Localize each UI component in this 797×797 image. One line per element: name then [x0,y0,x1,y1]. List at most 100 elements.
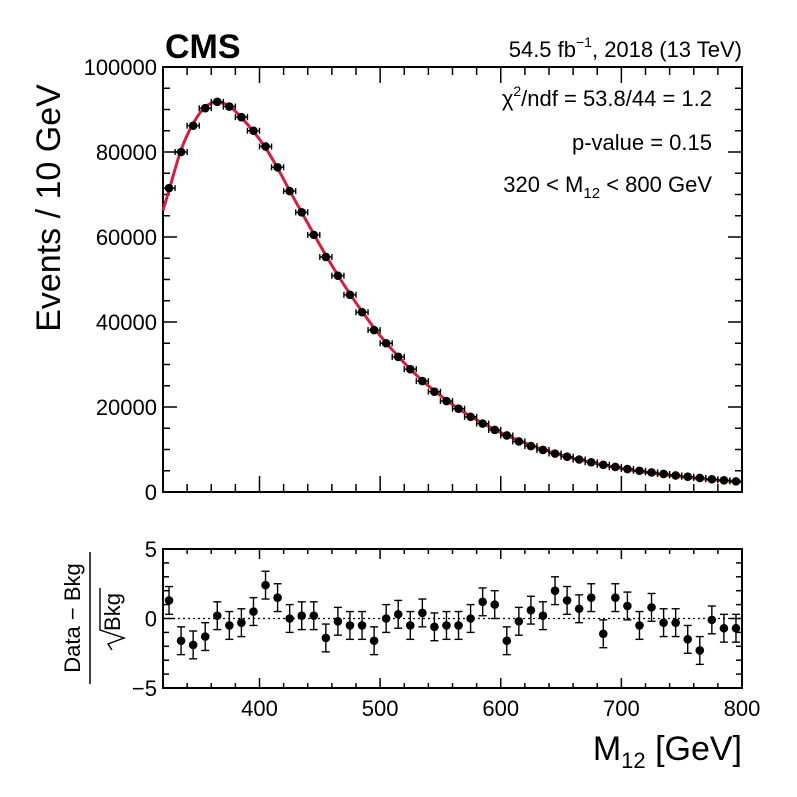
pull-point [647,603,656,612]
pull-point [671,618,680,627]
data-point [562,452,572,462]
pull-point [188,640,198,650]
data-point [405,364,415,374]
pull-point [562,596,572,605]
lower-y-tick-label: −5 [132,676,157,701]
experiment-label: CMS [165,28,241,66]
pull-point [731,623,741,633]
pull-point [466,614,475,623]
pull-point [164,596,174,605]
upper-y-tick-label: 0 [145,480,157,505]
data-point [598,460,608,470]
lower-y-tick-label: 0 [145,607,157,632]
data-point [659,469,668,479]
pull-point [598,629,608,639]
pull-point [719,623,729,633]
data-point [635,466,644,476]
lumi-label: 54.5 fb−1, 2018 (13 TeV) [509,34,742,62]
pull-point [707,615,717,625]
pull-point [502,636,512,646]
lower-y-label-denominator: Bkg [100,593,125,631]
data-point [297,208,307,217]
mass-range-label: 320 < M12 < 800 GeV [503,172,712,202]
pull-point [659,618,668,627]
upper-y-tick-label: 100000 [84,55,157,80]
pull-point [526,605,536,615]
upper-x-axis-ticks [162,67,743,492]
data-point [707,474,717,484]
pull-point [574,604,584,614]
lower-y-axis: −5 0 5 [132,537,742,701]
pull-point [297,611,307,621]
data-point [550,449,560,458]
pull-point [285,614,294,623]
data-point [695,473,705,483]
pull-point [261,580,270,590]
upper-y-tick-label: 60000 [96,225,157,250]
data-point [200,103,210,113]
data-point [466,412,475,422]
upper-y-tick-label: 80000 [96,140,157,165]
x-tick-label: 700 [603,696,640,721]
data-point [671,471,680,480]
pvalue-label: p-value = 0.15 [572,130,712,155]
data-point [369,325,379,335]
data-point [212,97,222,107]
data-point [285,186,294,196]
data-point [586,457,596,467]
data-point [261,142,270,151]
pull-point [418,608,427,618]
data-point [188,121,198,130]
lower-y-label: Data − Bkg Bkg [60,552,127,684]
data-points [162,97,743,486]
data-point [418,376,427,386]
data-point [647,468,656,477]
data-point [526,441,536,451]
pull-point [212,611,222,621]
pull-point [393,610,403,619]
data-point [478,419,487,428]
data-point [249,126,258,136]
data-point [731,477,741,486]
x-tick-label: 400 [241,696,278,721]
sqrt-icon [99,588,127,651]
upper-panel: 0 20000 40000 60000 80000 100000 χ2/ndf = 53.… [30,55,743,505]
data-point [514,437,524,446]
lower-y-tick-label: 5 [145,537,157,562]
pull-point [321,633,331,643]
pull-point [309,611,319,621]
pull-point [237,618,246,627]
data-point [237,112,246,122]
pull-point [490,600,500,609]
data-point [454,404,463,414]
pull-points [164,570,741,666]
lower-y-label-numerator: Data − Bkg [60,563,85,672]
data-point [574,455,584,464]
x-tick-label: 800 [724,696,761,721]
pull-point [635,621,644,630]
pull-point [586,593,596,602]
data-point [176,147,186,157]
data-point [381,338,391,348]
pull-point [249,607,258,616]
pull-point [200,632,210,641]
data-point [538,445,548,455]
data-point [357,307,367,317]
fit-curve [161,100,743,484]
data-point [490,425,500,435]
pull-point [381,614,391,623]
data-point [502,431,512,440]
pull-point [454,621,463,630]
lower-x-axis: 400 500 600 700 800 [162,549,761,721]
upper-y-tick-label: 20000 [96,395,157,420]
data-point [393,352,403,362]
data-point [164,183,174,193]
data-point [719,476,729,485]
x-tick-label: 600 [482,696,519,721]
data-point [442,396,451,406]
pull-point [369,636,379,646]
x-tick-label: 500 [362,696,399,721]
pull-point [430,622,439,632]
pull-point [225,621,234,630]
